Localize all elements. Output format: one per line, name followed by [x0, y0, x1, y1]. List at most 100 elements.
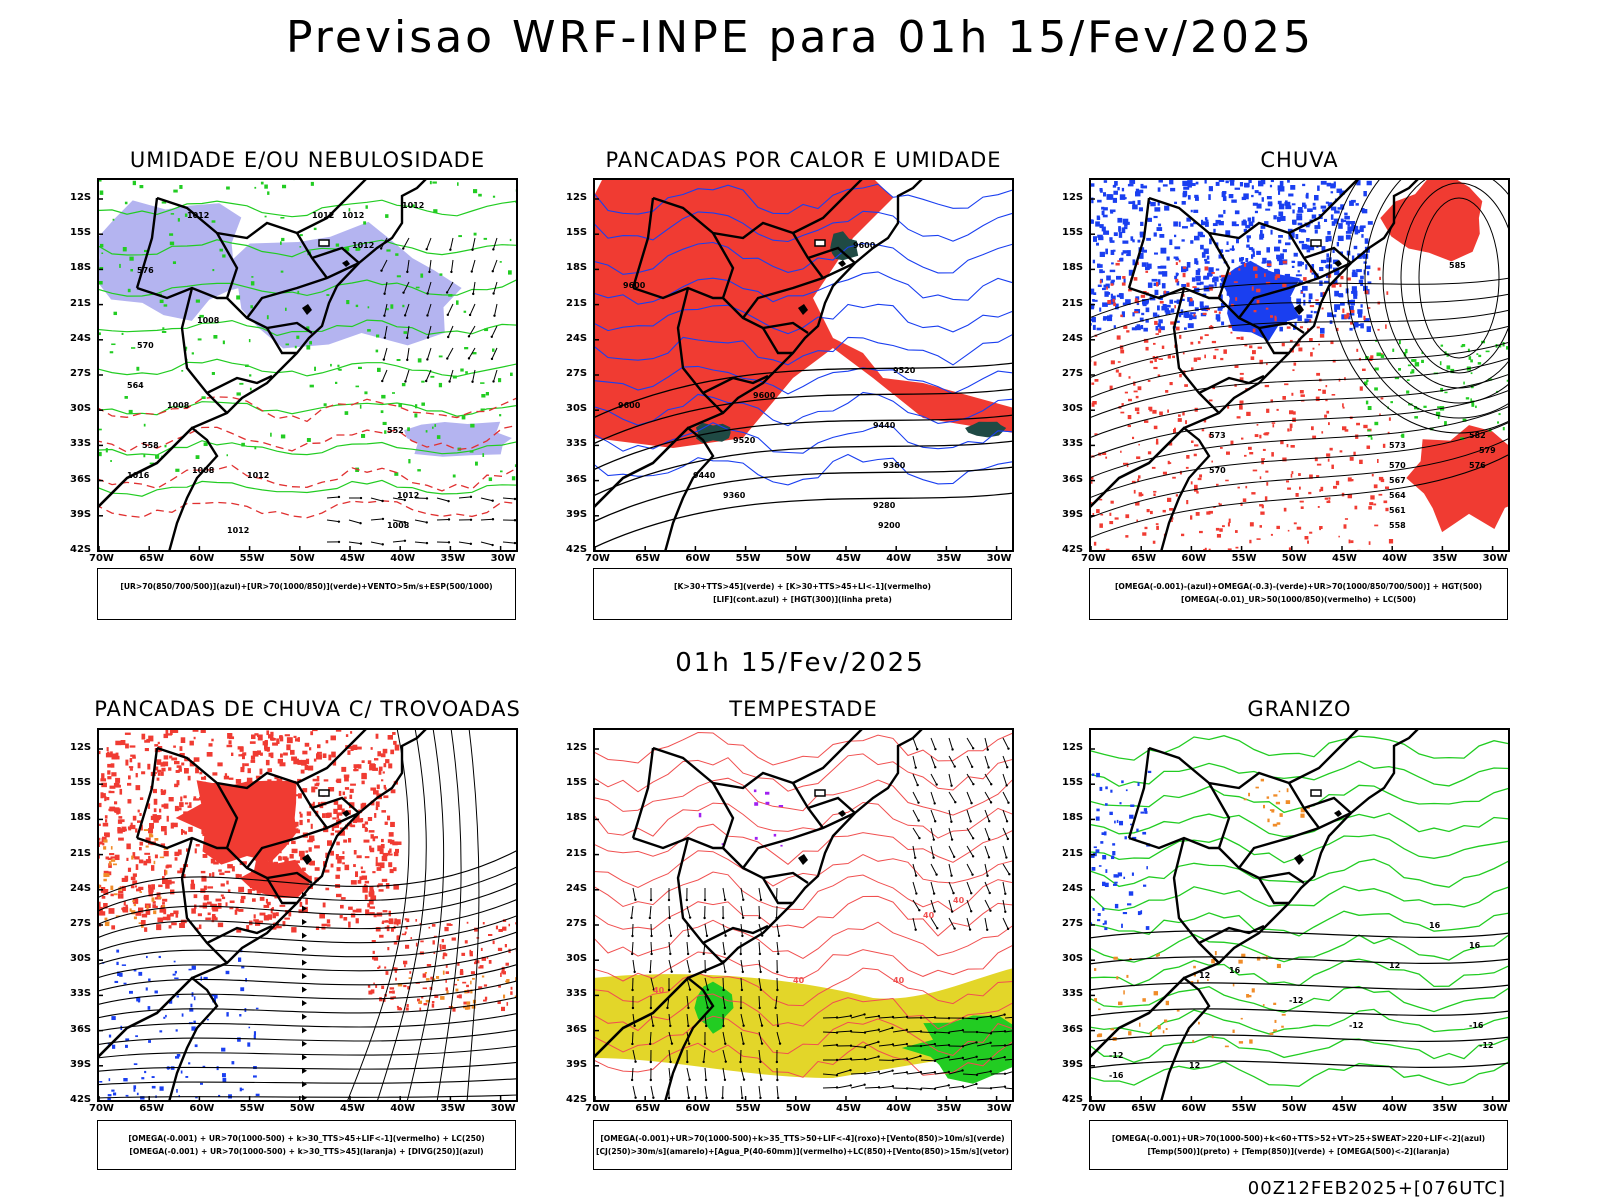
longitude-tick-label: 60W	[1181, 553, 1207, 564]
latitude-tick-label: 18S	[70, 262, 92, 274]
heat-showers-legend: [K>30+TTS>45](verde) + [K>30+TTS>45+LI<-…	[593, 568, 1012, 620]
rain-map: 585 582 579 576 573 570 567 564 561 558 573 570	[1089, 178, 1510, 552]
longitude-tick-label: 35W	[440, 553, 466, 564]
contour-label: 40	[953, 896, 965, 905]
longitude-tick-label: 55W	[239, 553, 265, 564]
longitude-tick-label: 65W	[635, 1103, 661, 1114]
latitude-tick-label: 18S	[70, 812, 92, 824]
longitude-tick-label: 60W	[1181, 1103, 1207, 1114]
longitude-tick-label: 65W	[1131, 1103, 1157, 1114]
longitude-tick-label: 65W	[139, 1103, 165, 1114]
contour-label: 576	[137, 266, 154, 275]
latitude-tick-label: 24S	[70, 332, 92, 344]
contour-label: 1008	[387, 521, 410, 530]
latitude-tick-label: 42S	[1062, 1094, 1084, 1105]
latitude-tick-label: 42S	[70, 1094, 92, 1105]
latitude-tick-label: 42S	[1062, 544, 1084, 555]
longitude-tick-label: 30W	[490, 1103, 516, 1114]
latitude-tick-label: 18S	[1062, 262, 1084, 274]
latitude-tick-label: 15S	[1062, 777, 1084, 789]
contour-label: 40	[923, 911, 935, 920]
contour-label: 570	[137, 341, 154, 350]
latitude-tick-label: 30S	[566, 953, 588, 965]
latitude-tick-label: 27S	[70, 368, 92, 379]
longitude-tick-label: 40W	[390, 1103, 416, 1114]
contour-label: 564	[1389, 491, 1406, 500]
latitude-tick-label: 21S	[70, 847, 92, 859]
storm-legend: [OMEGA(-0.001)+UR>70(1000-500)+k>35_TTS>…	[593, 1120, 1012, 1170]
latitude-tick-label: 39S	[1062, 1058, 1084, 1070]
latitude-tick-label: 12S	[70, 192, 92, 203]
contour-label: -12	[1479, 1041, 1493, 1050]
longitude-tick-label: 30W	[1482, 1103, 1508, 1114]
longitude-tick-label: 55W	[735, 1103, 761, 1114]
latitude-tick-label: 39S	[566, 508, 588, 520]
legend-line: [UR>70(850/700/500)](azul)+[UR>70(1000/8…	[120, 582, 493, 591]
longitude-tick-label: 50W	[289, 553, 315, 564]
latitude-tick-label: 24S	[566, 882, 588, 894]
humidity-legend: [UR>70(850/700/500)](azul)+[UR>70(1000/8…	[97, 568, 516, 620]
latitude-tick-label: 36S	[566, 473, 588, 485]
contour-label: 567	[1389, 476, 1406, 485]
contour-label: 40	[793, 976, 805, 985]
longitude-tick-label: 30W	[1482, 553, 1508, 564]
longitude-tick-label: 60W	[685, 1103, 711, 1114]
storm-map: 40 40 40 40 40	[593, 728, 1014, 1102]
hail-panel-title: GRANIZO	[1247, 697, 1352, 721]
contour-label: 1016	[127, 471, 150, 480]
latitude-tick-label: 39S	[1062, 508, 1084, 520]
longitude-tick-label: 55W	[239, 1103, 265, 1114]
legend-line: [OMEGA(-0.001)+UR>70(1000-500)+k>35_TTS>…	[600, 1134, 1005, 1143]
contour-label: 9200	[878, 521, 901, 530]
longitude-tick-label: 40W	[390, 553, 416, 564]
contour-label: 1012	[312, 211, 334, 220]
latitude-tick-label: 21S	[1062, 847, 1084, 859]
legend-line: [OMEGA(-0.001) + UR>70(1000-500) + k>30_…	[128, 1134, 485, 1143]
contour-label: 573	[1209, 431, 1226, 440]
contour-label: 1012	[352, 241, 374, 250]
humidity-map: 1012 1012 1012 1012 1012 1008 1008 1008 1012 1012…	[97, 178, 518, 552]
main-title: Previsao WRF-INPE para 01h 15/Fev/2025	[286, 12, 1314, 63]
contour-label: 9280	[873, 501, 896, 510]
longitude-tick-label: 45W	[1332, 1103, 1357, 1114]
longitude-tick-label: 45W	[1332, 553, 1357, 564]
longitude-tick-label: 50W	[289, 1103, 315, 1114]
latitude-tick-label: 42S	[70, 544, 92, 555]
latitude-tick-label: 24S	[566, 332, 588, 344]
contour-label: 9440	[873, 421, 896, 430]
longitude-tick-label: 65W	[1131, 553, 1157, 564]
contour-label: 1012	[247, 471, 269, 480]
contour-label: 16	[1229, 966, 1241, 975]
legend-line: [Temp(500)](preto) + [Temp(850)](verde) …	[1147, 1147, 1450, 1156]
longitude-tick-label: 70W	[89, 1103, 114, 1114]
latitude-tick-label: 15S	[1062, 227, 1084, 239]
latitude-tick-label: 21S	[566, 847, 588, 859]
thunderstorms-panel-title: PANCADAS DE CHUVA C/ TROVOADAS	[94, 697, 521, 721]
contour-label: 9600	[753, 391, 776, 400]
legend-line: [LIF](cont.azul) + [HGT(300)](linha pret…	[713, 595, 892, 604]
latitude-tick-label: 27S	[70, 918, 92, 929]
latitude-tick-label: 27S	[1062, 918, 1084, 929]
longitude-tick-label: 35W	[440, 1103, 466, 1114]
longitude-tick-label: 65W	[635, 553, 661, 564]
contour-label: 16	[1469, 941, 1481, 950]
latitude-tick-label: 12S	[566, 192, 588, 203]
heat-showers-panel-title: PANCADAS POR CALOR E UMIDADE	[605, 148, 1002, 172]
contour-label: 579	[1479, 446, 1496, 455]
longitude-tick-label: 60W	[189, 553, 215, 564]
contour-label: 12	[1389, 961, 1400, 970]
latitude-tick-label: 15S	[566, 777, 588, 789]
contour-label: -12	[1349, 1021, 1363, 1030]
contour-label: 558	[142, 441, 159, 450]
latitude-tick-label: 36S	[1062, 1023, 1084, 1035]
latitude-tick-label: 15S	[70, 227, 92, 239]
contour-label: 582	[1469, 431, 1486, 440]
latitude-tick-label: 30S	[1062, 403, 1084, 415]
longitude-tick-label: 40W	[886, 1103, 912, 1114]
contour-label: -12	[1109, 1051, 1123, 1060]
latitude-tick-label: 42S	[566, 544, 588, 555]
latitude-tick-label: 27S	[1062, 368, 1084, 379]
latitude-tick-label: 12S	[1062, 192, 1084, 203]
valid-time-title: 01h 15/Fev/2025	[675, 648, 925, 678]
legend-line: [OMEGA(-0.001)-(azul)+OMEGA(-0.3)-(verde…	[1114, 582, 1483, 591]
